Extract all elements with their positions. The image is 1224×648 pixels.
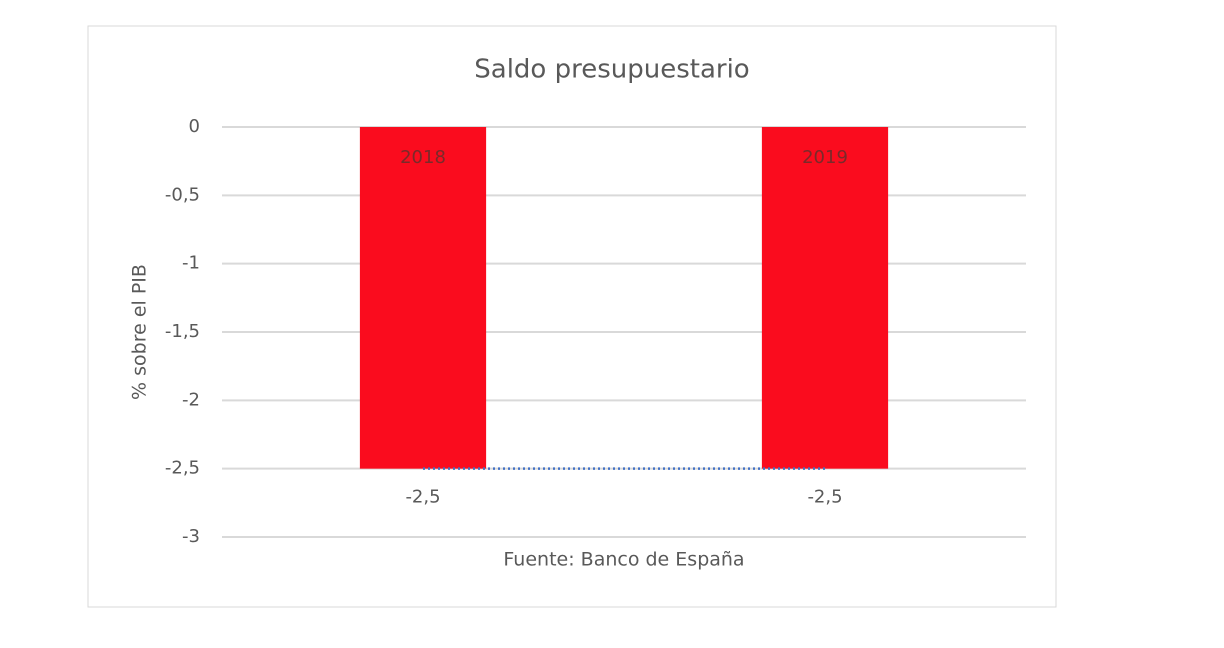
category-label: 2019 bbox=[802, 147, 848, 168]
chart-frame bbox=[87, 25, 1057, 608]
value-label: -2,5 bbox=[405, 487, 440, 508]
y-tick-label: -1,5 bbox=[165, 321, 200, 342]
y-tick-label: -1 bbox=[182, 253, 200, 274]
y-tick-label: -0,5 bbox=[165, 184, 200, 205]
bar bbox=[359, 127, 487, 469]
y-tick-label: -2 bbox=[182, 389, 200, 410]
chart-title: Saldo presupuestario bbox=[474, 55, 749, 85]
y-tick-label: -3 bbox=[182, 526, 200, 547]
y-axis-title: % sobre el PIB bbox=[129, 264, 151, 400]
category-label: 2018 bbox=[400, 147, 446, 168]
bar bbox=[761, 127, 889, 469]
y-tick-label: 0 bbox=[189, 116, 200, 137]
y-tick-label: -2,5 bbox=[165, 458, 200, 479]
value-label: -2,5 bbox=[807, 487, 842, 508]
x-axis-title: Fuente: Banco de España bbox=[503, 549, 744, 571]
